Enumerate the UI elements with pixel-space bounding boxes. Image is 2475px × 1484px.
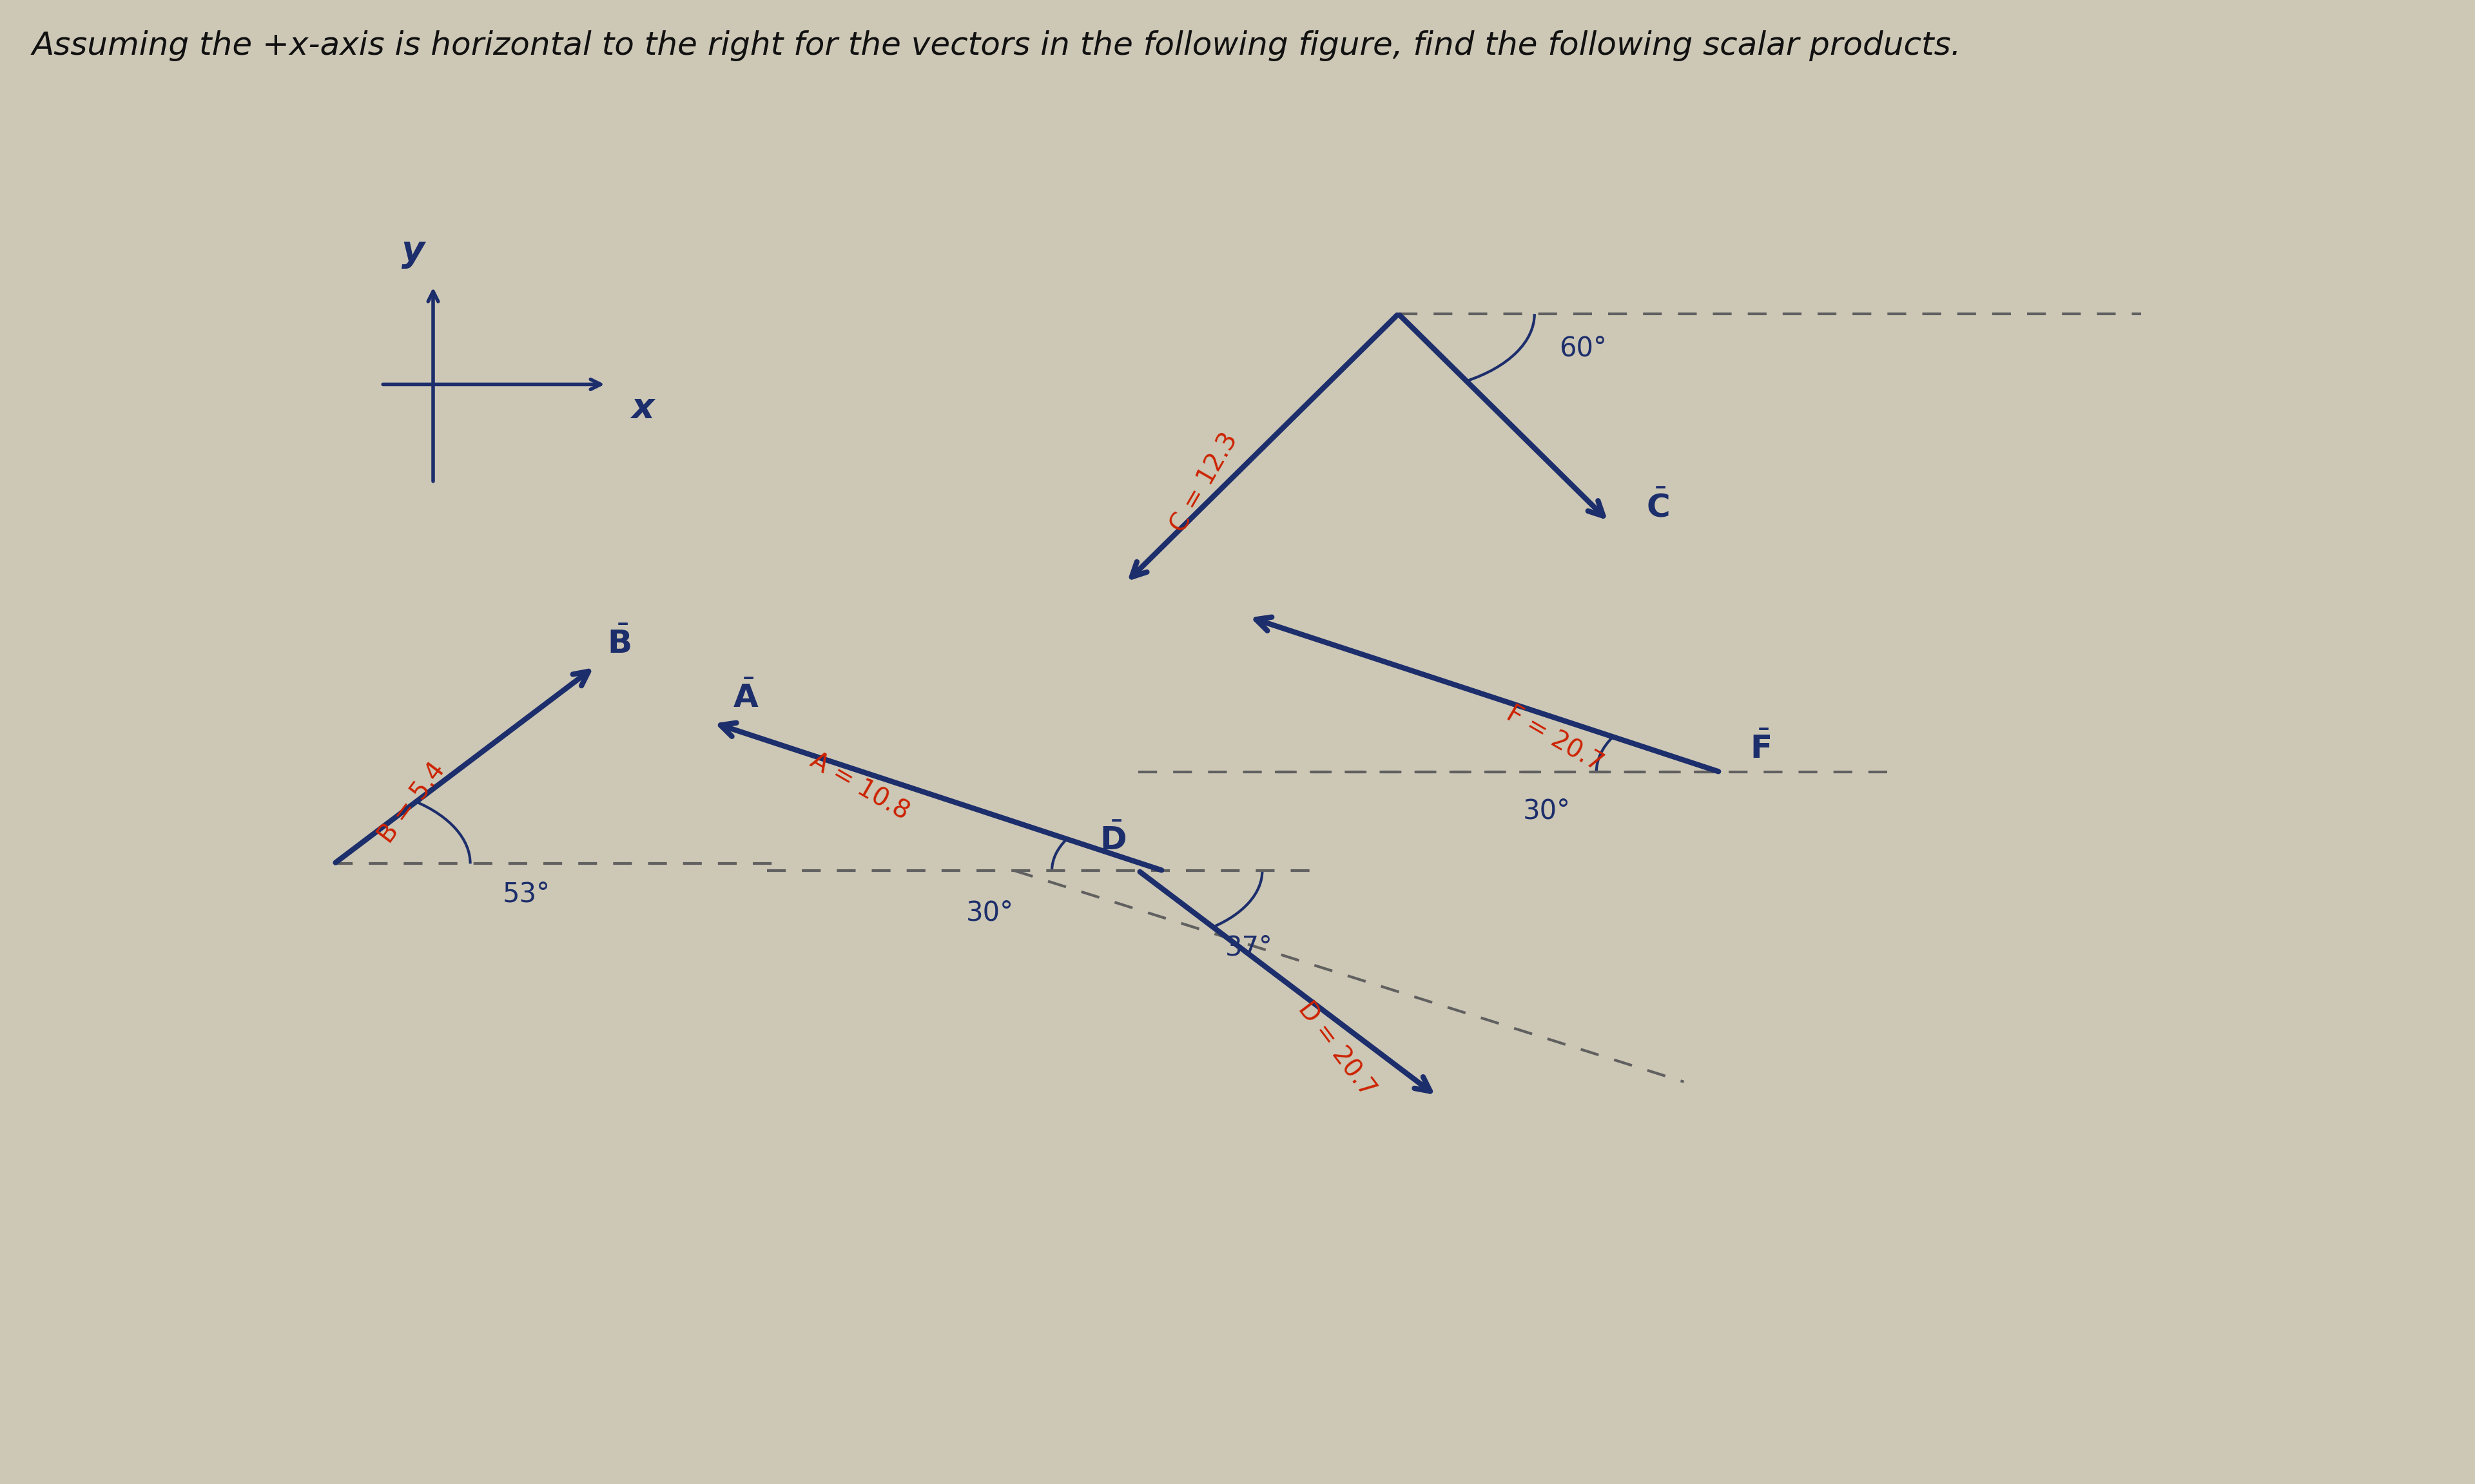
Text: 53°: 53° (502, 880, 549, 908)
Text: A = 10.8: A = 10.8 (807, 749, 913, 825)
Text: D = 20.7: D = 20.7 (1292, 997, 1379, 1101)
Text: x: x (631, 392, 653, 426)
Text: 30°: 30° (965, 899, 1015, 926)
Text: C = 12.3: C = 12.3 (1166, 429, 1242, 537)
Text: $\bar{\mathbf{A}}$: $\bar{\mathbf{A}}$ (733, 683, 760, 714)
Text: $\bar{\mathbf{B}}$: $\bar{\mathbf{B}}$ (606, 628, 631, 659)
Text: B = 5.4: B = 5.4 (374, 758, 450, 847)
Text: $\bar{\mathbf{C}}$: $\bar{\mathbf{C}}$ (1646, 491, 1668, 524)
Text: F = 20.7: F = 20.7 (1502, 702, 1606, 776)
Text: $\bar{\mathbf{D}}$: $\bar{\mathbf{D}}$ (1099, 825, 1126, 856)
Text: 37°: 37° (1225, 935, 1272, 962)
Text: $\bar{\mathbf{F}}$: $\bar{\mathbf{F}}$ (1750, 733, 1770, 766)
Text: Assuming the +x-axis is horizontal to the right for the vectors in the following: Assuming the +x-axis is horizontal to th… (32, 31, 1963, 61)
Text: y: y (401, 234, 426, 269)
Text: 60°: 60° (1559, 335, 1606, 362)
Text: 30°: 30° (1522, 797, 1572, 825)
